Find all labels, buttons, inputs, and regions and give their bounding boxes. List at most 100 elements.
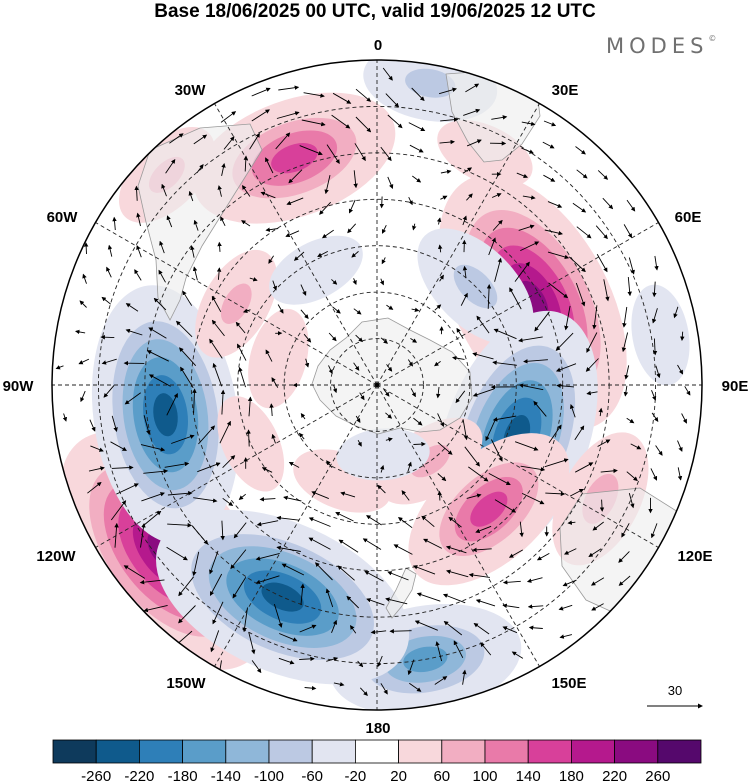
wind-vector-arrow	[233, 522, 247, 539]
colorbar-swatch	[268, 739, 313, 764]
wind-vector-arrow	[90, 445, 104, 452]
wind-vector-arrow	[175, 320, 193, 338]
wind-vector-arrow	[434, 304, 442, 311]
wind-vector-arrow	[106, 266, 112, 278]
wind-vector-arrow	[533, 400, 547, 417]
wind-vector-arrow	[414, 620, 438, 631]
wind-vector-arrow	[527, 604, 544, 609]
wind-vector-arrow	[519, 521, 524, 538]
wind-vector-arrow	[101, 296, 111, 305]
wind-vector-arrow	[401, 490, 410, 501]
wind-vector-arrow	[211, 319, 225, 337]
lon-label-150w: 150W	[166, 675, 206, 692]
wind-vector-arrow	[212, 601, 224, 625]
wind-vector-arrow	[677, 364, 684, 375]
wind-vector-arrow	[621, 523, 630, 538]
wind-vector-arrow	[88, 466, 105, 472]
wind-vector-arrow	[269, 403, 274, 417]
wind-vector-arrow	[439, 274, 444, 282]
wind-vector-arrow	[600, 468, 618, 474]
wind-vector-arrow	[563, 548, 577, 555]
lon-label-30e: 30E	[552, 82, 579, 99]
wind-vector-arrow	[437, 490, 442, 501]
wind-vector-arrow	[652, 281, 657, 298]
wind-vector-arrow	[332, 384, 338, 394]
meridian-line	[214, 103, 378, 386]
colorbar-swatch	[52, 739, 97, 764]
wind-vector-arrow	[624, 365, 630, 380]
wind-vector-arrow	[548, 282, 569, 299]
wind-vector-arrow	[293, 251, 305, 261]
wind-vector-arrow	[521, 492, 545, 505]
wind-vector-arrow	[626, 199, 636, 212]
wind-vector-arrow	[166, 392, 178, 416]
colorbar-swatch	[138, 739, 183, 764]
wind-vector-arrow	[331, 619, 338, 633]
wind-vector-arrow	[680, 331, 685, 341]
wind-vector-arrow	[655, 445, 663, 456]
wind-vector-arrow	[249, 132, 260, 150]
wind-vector-arrow	[413, 441, 426, 447]
wind-vector-arrow	[412, 223, 417, 231]
wind-vector-arrow	[107, 244, 113, 257]
colorbar-tick-label: -260	[81, 768, 111, 783]
wind-vector-arrow	[421, 515, 435, 528]
lon-label-90e: 90E	[722, 378, 749, 395]
wind-vector-arrow	[251, 87, 271, 97]
wind-vector-arrow	[502, 580, 521, 585]
wind-vector-arrow	[602, 197, 614, 210]
colorbar-tick-label: 260	[645, 768, 670, 783]
wind-vector-arrow	[520, 465, 546, 472]
wind-vector-arrow	[492, 415, 517, 422]
lon-label-150e: 150E	[551, 675, 586, 692]
colorbar-tick-label: -140	[211, 768, 241, 783]
wind-vector-arrow	[381, 225, 387, 234]
wind-vector-arrow	[197, 462, 221, 473]
vector-reference: 30	[647, 683, 703, 709]
wind-vector-arrow	[440, 195, 448, 200]
wind-vector-arrow	[167, 522, 193, 528]
wind-vector-arrow	[623, 385, 629, 397]
wind-vector-arrow	[547, 201, 563, 208]
wind-vector-arrow	[338, 539, 359, 553]
wind-vector-arrow	[465, 83, 480, 93]
wind-vector-arrow	[353, 170, 358, 189]
wind-vector-arrow	[468, 572, 490, 578]
wind-vector-arrow	[655, 365, 661, 379]
wind-vector-arrow	[101, 358, 117, 365]
colorbar-tick-label: 220	[602, 768, 627, 783]
wind-vector-arrow	[238, 366, 246, 388]
wind-vector-arrow	[273, 603, 283, 628]
wind-vector-arrow	[161, 183, 167, 197]
wind-vector-arrow	[140, 444, 166, 452]
wind-vector-arrow	[494, 499, 517, 513]
anomaly-contour	[271, 143, 318, 174]
wind-vector-arrow	[386, 304, 394, 310]
wind-vector-arrow	[355, 334, 363, 343]
wind-vector-arrow	[491, 115, 508, 120]
wind-vector-arrow	[466, 139, 482, 147]
wind-vector-arrow	[332, 306, 341, 314]
wind-vector-arrow	[574, 462, 594, 473]
colorbar-swatch	[95, 739, 140, 764]
wind-vector-arrow	[411, 307, 420, 313]
lon-label-30w: 30W	[175, 82, 207, 99]
wind-vector-arrow	[359, 392, 365, 401]
wind-vector-arrow	[158, 269, 166, 283]
wind-vector-arrow	[684, 386, 691, 396]
wind-vector-arrow	[111, 465, 134, 470]
wind-vector-arrow	[82, 273, 87, 284]
wind-vector-arrow	[301, 119, 326, 127]
wind-vector-arrow	[265, 227, 279, 232]
wind-vector-arrow	[193, 134, 208, 145]
wind-vector-arrow	[592, 521, 604, 531]
colorbar-swatch	[657, 739, 702, 764]
anomaly-contour	[470, 491, 508, 527]
wind-vector-arrow	[300, 284, 307, 296]
wind-vector-arrow	[136, 245, 142, 258]
wind-vector-arrow	[298, 432, 305, 440]
wind-vector-arrow	[143, 469, 169, 474]
wind-vector-arrow	[279, 633, 298, 642]
wind-vector-arrow	[408, 197, 413, 206]
wind-vector-arrow	[597, 170, 609, 180]
